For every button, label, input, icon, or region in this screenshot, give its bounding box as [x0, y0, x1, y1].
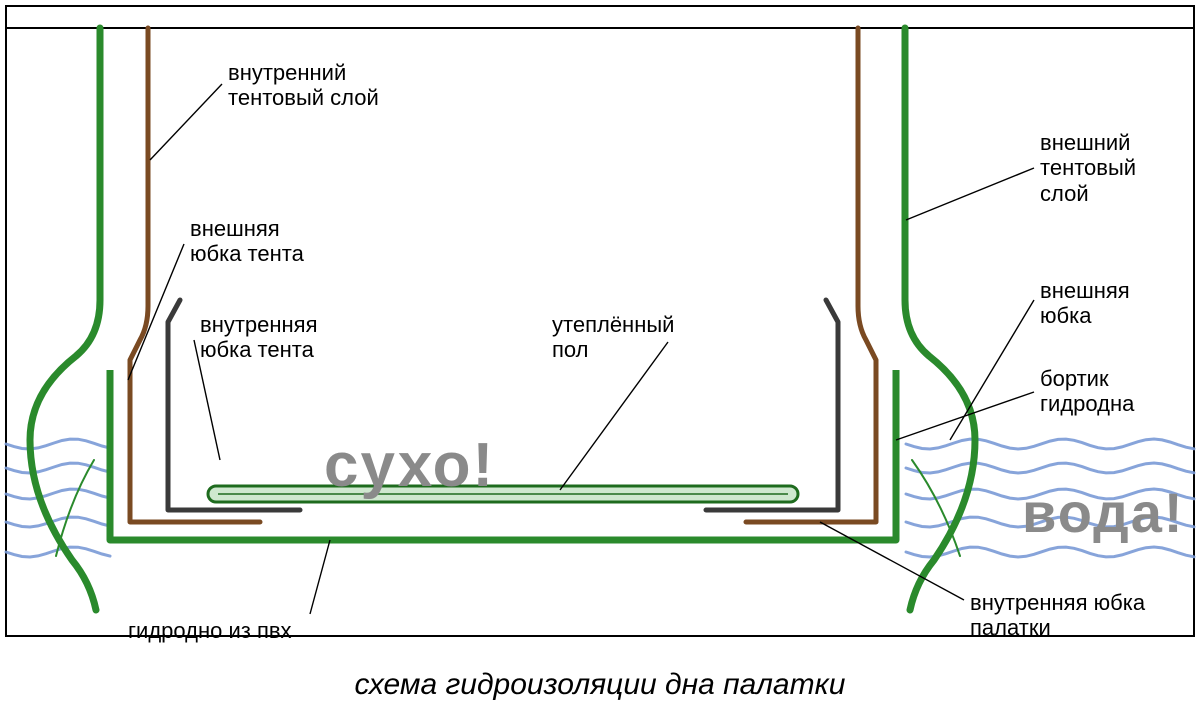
label-insulated-floor: утеплённыйпол [552, 312, 674, 363]
label-hydro-rim: бортикгидродна [1040, 366, 1134, 417]
label-inner-tent-layer: внутреннийтентовый слой [228, 60, 379, 111]
label-inner-skirt-tent: внутренняяюбка тента [200, 312, 318, 363]
big-label-dry: сухо! [324, 430, 495, 501]
caption: схема гидроизоляции дна палатки [0, 668, 1200, 702]
label-outer-tent-layer: внешнийтентовыйслой [1040, 130, 1136, 206]
label-outer-skirt-tent: внешняяюбка тента [190, 216, 304, 267]
label-inner-skirt-tent2: внутренняя юбкапалатки [970, 590, 1145, 641]
diagram-stage: внутреннийтентовый слой внешнийтентовыйс… [0, 0, 1200, 714]
label-pvc-bottom: гидродно из пвх [128, 618, 292, 643]
label-outer-skirt: внешняяюбка [1040, 278, 1130, 329]
big-label-water: вода! [1022, 480, 1185, 545]
